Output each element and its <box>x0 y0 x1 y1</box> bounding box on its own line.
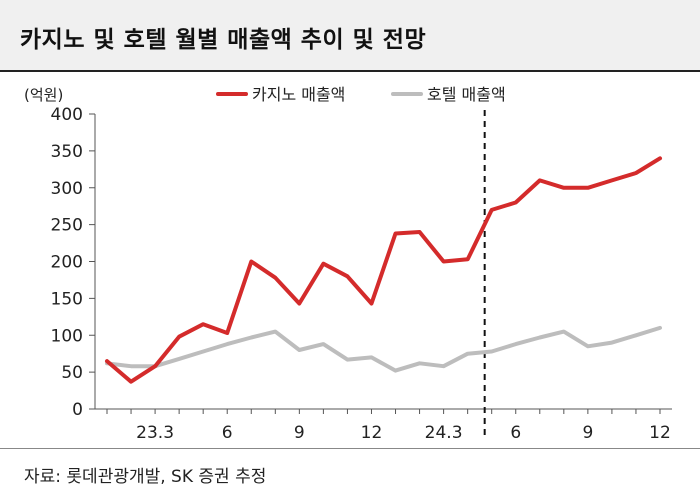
x-tick-label: 12 <box>649 423 671 443</box>
line-chart: 0 50 100 150 200 250 300 350 400(억원) 23.3 6 9 12 24.… <box>24 85 672 443</box>
x-tick-label: 6 <box>222 423 233 443</box>
x-tick-label: 24.3 <box>425 423 463 443</box>
y-tick-label: 150 <box>51 289 83 309</box>
title-bar: 카지노 및 호텔 월별 매출액 추이 및 전망 <box>0 0 700 72</box>
x-tick-label: 6 <box>510 423 521 443</box>
chart-title: 카지노 및 호텔 월별 매출액 추이 및 전망 <box>20 27 427 53</box>
x-tick-label: 9 <box>582 423 593 443</box>
y-tick-label: 200 <box>51 253 83 273</box>
source-note: 자료: 롯데관광개발, SK 증권 추정 <box>24 467 267 487</box>
legend-label: 호텔 매출액 <box>427 85 506 104</box>
x-tick-label: 9 <box>294 423 305 443</box>
y-tick-label: 250 <box>51 216 83 236</box>
y-tick-label: 50 <box>61 363 83 383</box>
source-divider <box>0 448 700 449</box>
y-tick-label: 400 <box>51 105 83 125</box>
y-tick-label: 100 <box>51 326 83 346</box>
x-tick-label: 23.3 <box>136 423 174 443</box>
y-tick-label: 300 <box>51 179 83 199</box>
x-tick-label: 12 <box>361 423 383 443</box>
y-tick-label: 350 <box>51 142 83 162</box>
series-line <box>105 325 662 373</box>
series-line <box>105 156 662 384</box>
y-tick-label: 0 <box>72 400 83 420</box>
y-unit-label: (억원) <box>24 86 63 104</box>
legend-label: 카지노 매출액 <box>252 85 345 104</box>
